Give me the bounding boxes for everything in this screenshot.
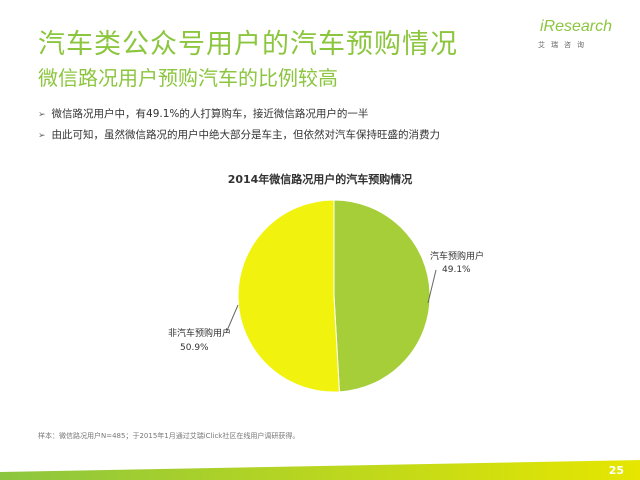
footer-bar [0,460,640,480]
bullet-text: 由此可知，虽然微信路况的用户中绝大部分是车主，但依然对汽车保持旺盛的消费力 [51,129,441,141]
page-number: 25 [608,464,624,477]
logo-tagline: 艾瑞咨询 [538,41,590,49]
iresearch-logo: iResearch 艾瑞咨询 [536,18,616,54]
bullet-list: ➢ 微信路况用户中，有49.1%的人打算购车，接近微信路况用户的一半 ➢ 由此可知，… [38,104,440,146]
label-leader-line [225,304,239,334]
logo-wordmark: iResearch [540,18,613,35]
arrow-bullet-icon: ➢ [38,110,46,120]
bullet-item: ➢ 微信路况用户中，有49.1%的人打算购车，接近微信路况用户的一半 [38,104,440,125]
slice-value-presale: 49.1% [442,265,471,275]
slice-label-non-presale: 非汽车预购用户 [168,327,231,339]
label-leader-line [427,269,437,304]
arrow-bullet-icon: ➢ [38,131,46,141]
slice-value-non-presale: 50.9% [180,343,209,353]
bullet-item: ➢ 由此可知，虽然微信路况的用户中绝大部分是车主，但依然对汽车保持旺盛的消费力 [38,125,440,146]
chart-title: 2014年微信路况用户的汽车预购情况 [228,172,413,186]
slice-label-presale: 汽车预购用户 [430,250,484,262]
pie-slice-non-presale [237,199,340,393]
page-title: 汽车类公众号用户的汽车预购情况 [38,29,458,60]
pie-slice-presale [333,199,431,393]
bullet-text: 微信路况用户中，有49.1%的人打算购车，接近微信路况用户的一半 [51,108,369,120]
page-subtitle: 微信路况用户预购汽车的比例较高 [38,66,338,90]
sample-footnote: 样本：微信路况用户N=485；于2015年1月通过艾瑞iClick社区在线用户调… [38,432,300,440]
